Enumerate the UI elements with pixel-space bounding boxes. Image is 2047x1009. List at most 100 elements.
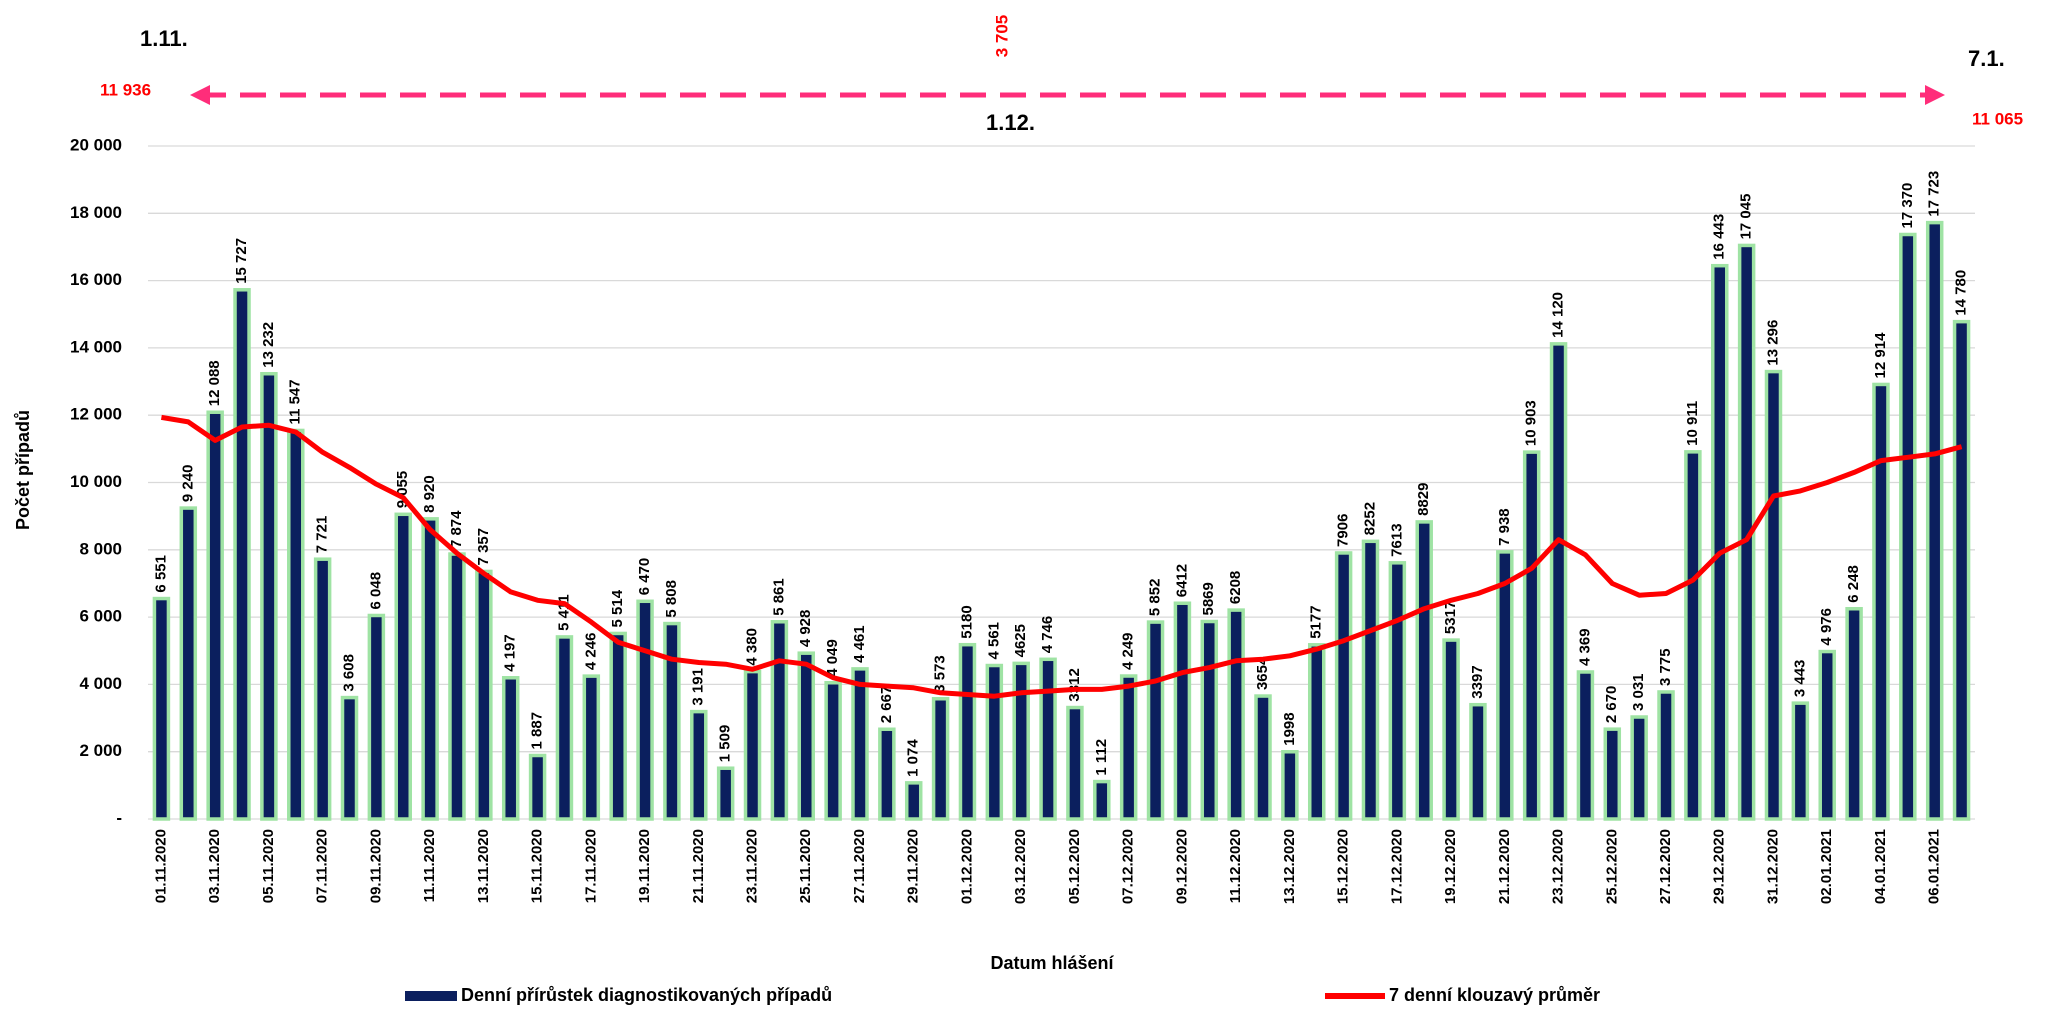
y-tick-label: 18 000: [70, 203, 122, 222]
value-label: 3 573: [932, 655, 949, 693]
y-tick-label: 6 000: [79, 607, 122, 626]
bar: [555, 635, 574, 821]
value-label: 6208: [1227, 571, 1244, 604]
value-label: 13 232: [260, 322, 277, 368]
x-tick-label: 25.11.2020: [797, 829, 814, 903]
bar: [1281, 750, 1299, 821]
x-tick-label: 15.12.2020: [1335, 829, 1352, 904]
x-tick-label: 01.11.2020: [152, 829, 169, 903]
value-label: 4 049: [824, 639, 841, 677]
bar: [1872, 382, 1890, 821]
bar: [367, 613, 386, 821]
value-label: 4 746: [1039, 616, 1056, 654]
x-tick-label: 13.11.2020: [475, 829, 492, 903]
value-label: 4 976: [1818, 608, 1835, 646]
bar: [1522, 450, 1541, 821]
value-label: 7 938: [1496, 508, 1513, 546]
bar: [1791, 701, 1810, 821]
x-tick-label: 29.11.2020: [905, 829, 922, 903]
y-tick-label: 20 000: [70, 135, 122, 154]
bar: [1388, 561, 1407, 821]
value-label: 5 808: [663, 580, 680, 618]
bar: [313, 557, 332, 821]
bar: [1630, 715, 1648, 821]
x-tick-label: 09.11.2020: [367, 829, 384, 903]
annotation: 11 936: [100, 80, 151, 99]
value-label: 14 120: [1550, 292, 1567, 338]
bar: [1952, 319, 1971, 821]
x-tick-label: 21.12.2020: [1496, 829, 1513, 904]
value-label: 3 031: [1630, 673, 1647, 711]
bar: [1361, 539, 1380, 821]
value-label: 4 461: [851, 625, 868, 663]
bar: [340, 695, 359, 821]
annotation: 7.1.: [1968, 46, 2005, 71]
value-label: 3 191: [690, 668, 707, 706]
bar: [690, 709, 708, 821]
bar: [1066, 705, 1084, 821]
bar: [233, 288, 251, 821]
x-tick-label: 29.12.2020: [1711, 829, 1728, 904]
bar: [1334, 551, 1353, 821]
x-axis-label: Datum hlášení: [990, 953, 1114, 973]
bar: [1845, 607, 1863, 821]
bar: [475, 569, 493, 821]
value-label: 11 547: [287, 379, 304, 424]
bar: [1657, 690, 1675, 821]
bar: [1442, 638, 1460, 821]
x-tick-label: 03.12.2020: [1012, 829, 1029, 904]
value-label: 4 197: [502, 634, 519, 672]
bar: [1415, 520, 1433, 821]
value-label: 5177: [1308, 605, 1325, 638]
x-tick-label: 23.11.2020: [743, 829, 760, 903]
x-tick-label: 19.12.2020: [1442, 829, 1459, 904]
bar: [878, 727, 896, 821]
bar: [1469, 702, 1487, 821]
x-tick-label: 03.11.2020: [206, 829, 223, 903]
bar: [851, 667, 869, 821]
x-tick-label: 15.11.2020: [529, 829, 546, 903]
bar: [770, 620, 789, 821]
annotation: 11 065: [1972, 109, 2023, 128]
value-label: 5180: [958, 605, 975, 638]
y-tick-label: 16 000: [70, 270, 122, 289]
value-label: 10 911: [1684, 401, 1701, 446]
line: [160, 414, 1963, 699]
bar: [1711, 263, 1729, 821]
x-tick-label: 21.11.2020: [690, 829, 707, 903]
value-label: 7613: [1388, 523, 1405, 556]
value-label: 4 369: [1576, 628, 1593, 666]
annotation: 1.11.: [140, 26, 188, 51]
bar: [1012, 661, 1030, 821]
bar: [1173, 601, 1192, 821]
y-tick-label: -: [116, 808, 122, 827]
x-tick-label: 05.12.2020: [1066, 829, 1083, 904]
value-label: 14 780: [1953, 270, 1970, 316]
bar: [1307, 643, 1326, 821]
bar: [1764, 369, 1783, 821]
bar: [1684, 450, 1702, 821]
bar: [1925, 220, 1944, 821]
value-label: 3 443: [1791, 660, 1808, 698]
x-tick-label: 04.01.2021: [1872, 829, 1889, 904]
bar: [528, 753, 547, 821]
x-tick-label: 13.12.2020: [1281, 829, 1298, 904]
bar: [743, 669, 762, 821]
bar: [1603, 727, 1622, 821]
bar: [636, 599, 654, 821]
annotation: 1.12.: [986, 110, 1035, 135]
bar: [1818, 649, 1836, 821]
x-tick-label: 07.12.2020: [1120, 829, 1137, 904]
value-label: 7 874: [448, 510, 465, 548]
y-tick-label: 4 000: [79, 674, 122, 693]
bar: [152, 596, 171, 821]
y-tick-label: 10 000: [70, 472, 122, 491]
x-tick-label: 25.12.2020: [1603, 829, 1620, 904]
value-label: 5 411: [555, 594, 572, 631]
bar: [985, 663, 1004, 821]
value-label: 4 380: [743, 628, 760, 666]
bar: [1119, 674, 1138, 821]
value-label: 6 048: [367, 572, 384, 610]
value-label: 8829: [1415, 483, 1432, 516]
value-label: 1 509: [717, 725, 734, 763]
